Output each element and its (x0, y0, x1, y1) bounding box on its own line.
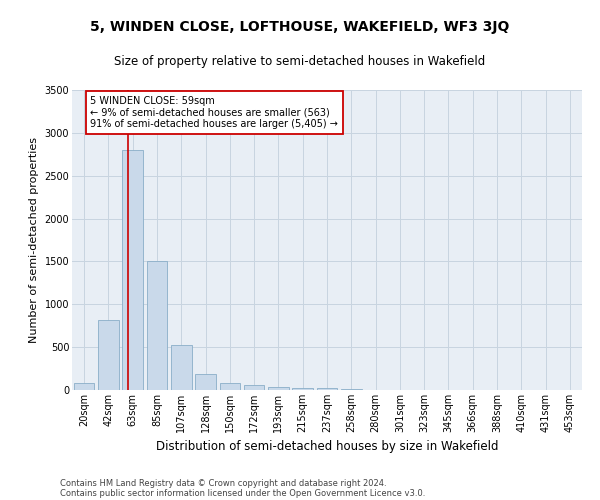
Text: Contains public sector information licensed under the Open Government Licence v3: Contains public sector information licen… (60, 488, 425, 498)
Bar (122, 150, 143, 390)
Bar (268, 386, 289, 390)
Bar (171, 344, 191, 390)
Text: Contains HM Land Registry data © Crown copyright and database right 2024.: Contains HM Land Registry data © Crown c… (60, 478, 386, 488)
Bar (220, 383, 240, 390)
Bar (244, 386, 265, 390)
Text: 5, WINDEN CLOSE, LOFTHOUSE, WAKEFIELD, WF3 3JQ: 5, WINDEN CLOSE, LOFTHOUSE, WAKEFIELD, W… (91, 20, 509, 34)
Text: 5 WINDEN CLOSE: 59sqm
← 9% of semi-detached houses are smaller (563)
91% of semi: 5 WINDEN CLOSE: 59sqm ← 9% of semi-detac… (91, 96, 338, 129)
Bar (98, 320, 119, 390)
Bar (146, 262, 167, 390)
X-axis label: Distribution of semi-detached houses by size in Wakefield: Distribution of semi-detached houses by … (156, 440, 498, 454)
Bar (195, 374, 216, 390)
Bar (292, 388, 313, 390)
Y-axis label: Number of semi-detached properties: Number of semi-detached properties (29, 137, 39, 343)
Text: Size of property relative to semi-detached houses in Wakefield: Size of property relative to semi-detach… (115, 55, 485, 68)
Bar (74, 383, 94, 390)
Bar (317, 388, 337, 390)
